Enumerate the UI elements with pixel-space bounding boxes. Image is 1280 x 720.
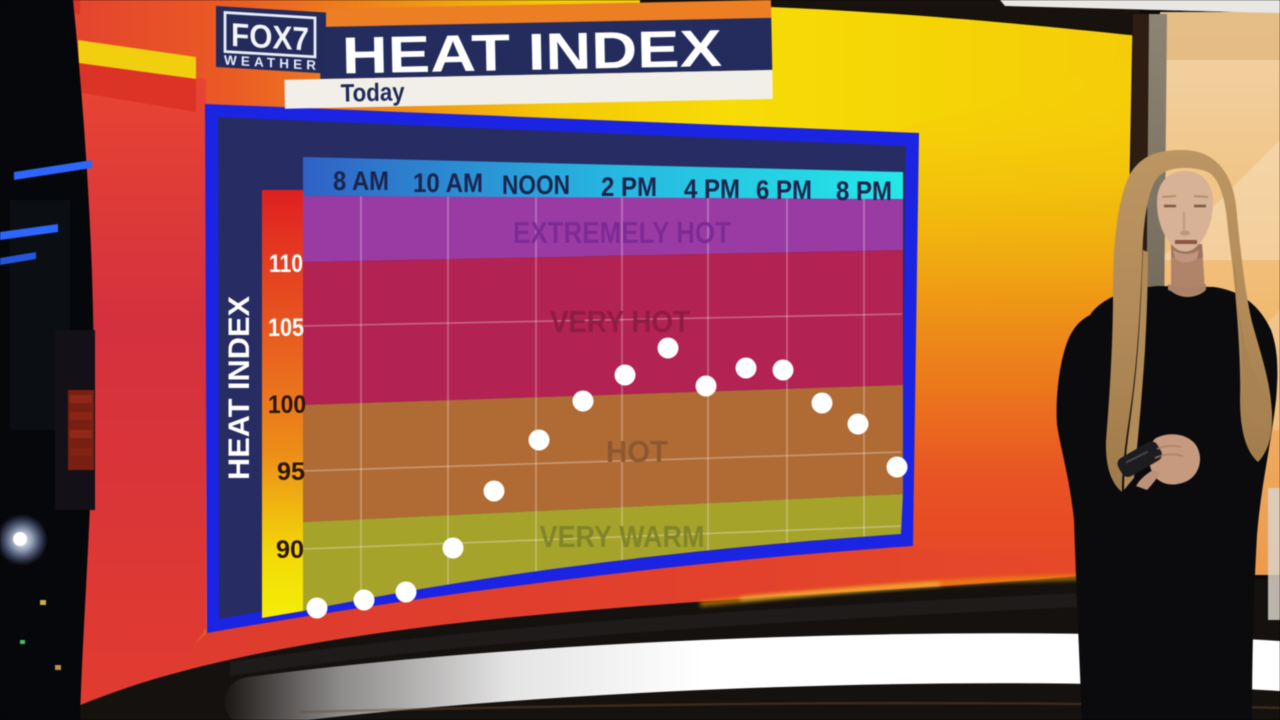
svg-text:NOON: NOON: [502, 170, 570, 200]
svg-text:8 AM: 8 AM: [333, 166, 389, 196]
svg-text:EXTREMELY HOT: EXTREMELY HOT: [513, 215, 731, 250]
svg-text:HEAT INDEX: HEAT INDEX: [223, 296, 256, 480]
svg-text:WEATHER: WEATHER: [224, 52, 316, 72]
svg-text:6 PM: 6 PM: [756, 175, 812, 205]
svg-text:VERY WARM: VERY WARM: [540, 519, 705, 554]
svg-text:100: 100: [268, 391, 306, 419]
svg-text:VERY HOT: VERY HOT: [550, 304, 690, 339]
svg-text:110: 110: [269, 250, 303, 278]
svg-text:HOT: HOT: [606, 434, 668, 469]
svg-text:FOX7: FOX7: [231, 16, 309, 58]
svg-text:105: 105: [268, 314, 304, 342]
svg-text:4 PM: 4 PM: [684, 174, 740, 204]
svg-text:95: 95: [277, 458, 305, 486]
svg-text:8 PM: 8 PM: [836, 176, 892, 206]
svg-text:10 AM: 10 AM: [413, 168, 483, 198]
svg-text:HEAT INDEX: HEAT INDEX: [341, 20, 722, 86]
svg-text:Today: Today: [340, 78, 405, 107]
svg-text:90: 90: [276, 536, 304, 564]
svg-text:2 PM: 2 PM: [601, 172, 657, 202]
